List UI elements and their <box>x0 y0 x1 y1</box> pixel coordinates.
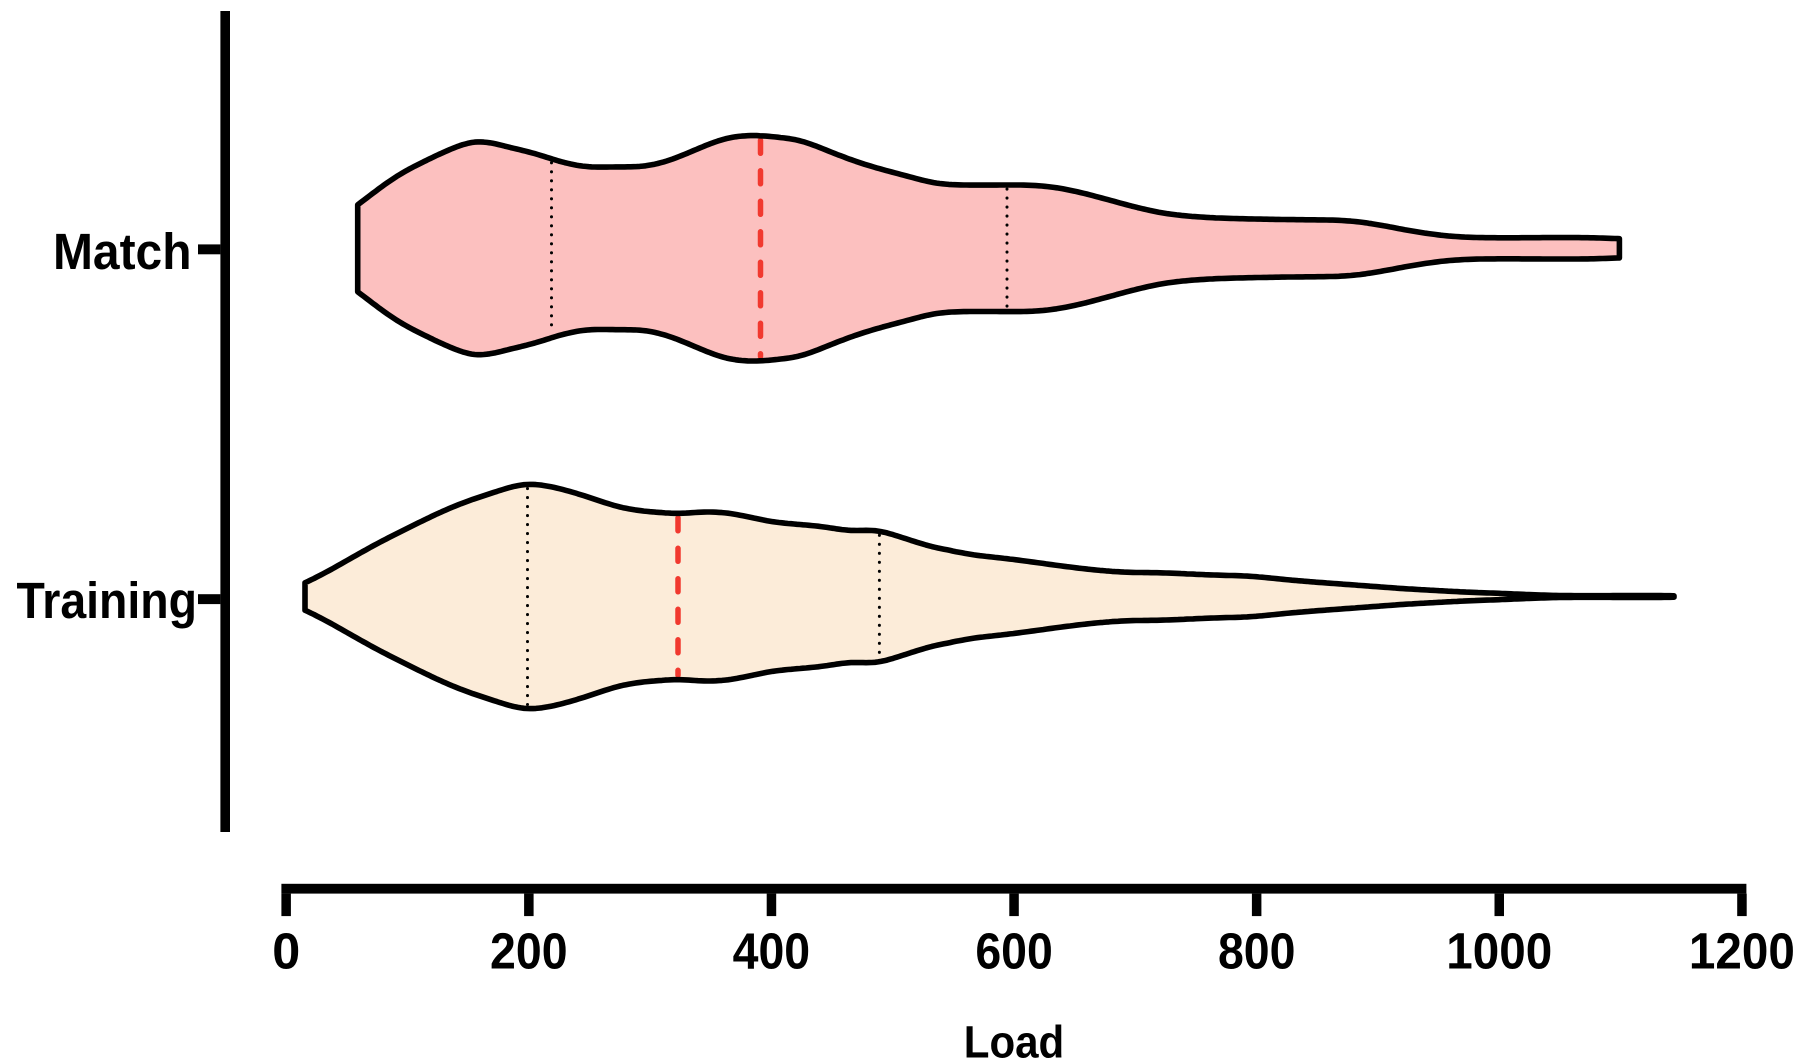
svg-text:Load: Load <box>964 1017 1065 1061</box>
svg-text:400: 400 <box>733 923 811 980</box>
svg-text:600: 600 <box>975 923 1053 980</box>
svg-text:Match: Match <box>53 223 192 280</box>
svg-text:800: 800 <box>1218 923 1296 980</box>
svg-text:0: 0 <box>272 923 300 980</box>
svg-text:1000: 1000 <box>1446 923 1552 980</box>
svg-text:200: 200 <box>490 923 568 980</box>
svg-text:1200: 1200 <box>1689 923 1795 980</box>
svg-text:Training: Training <box>17 572 198 629</box>
